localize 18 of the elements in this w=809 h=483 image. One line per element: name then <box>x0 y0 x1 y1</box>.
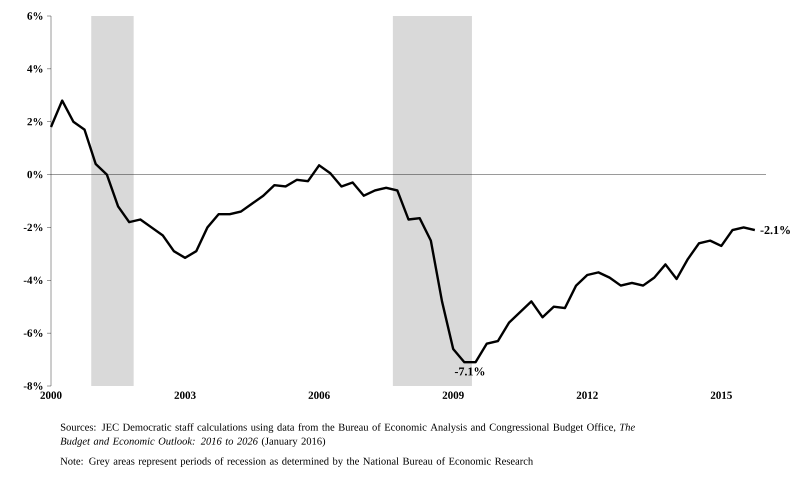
text: Note: Grey areas represent periods of recession as determined by the National Bureau of Economic Research <box>60 457 534 467</box>
x-tick-label: 2003 <box>174 392 196 399</box>
x-tick-label: 2012 <box>576 392 598 399</box>
y-tick-label: 6% <box>27 12 42 20</box>
annotation: -7.1% <box>454 367 484 376</box>
y-tick-label: -2% <box>24 224 42 232</box>
x-tick-label: 2000 <box>40 392 62 399</box>
x-tick-label: 2006 <box>308 392 330 399</box>
x-tick-label: 2009 <box>442 392 464 399</box>
y-tick-label: -4% <box>24 276 42 284</box>
text: Sources: JEC Democratic staff calculations using data from the Bureau of Economic Analysis and Congressional Budget Office, The Budget and Economic Outlook: 2016 to 2026 (January 2016) <box>60 423 635 447</box>
y-tick-label: -6% <box>24 329 42 337</box>
y-tick-label: 0% <box>27 170 42 178</box>
y-tick-label: -8% <box>24 382 42 390</box>
x-tick-label: 2015 <box>710 392 732 399</box>
y-tick-label: 2% <box>27 118 42 126</box>
y-tick-label: 4% <box>27 65 42 73</box>
annotation: -2.1% <box>760 226 790 234</box>
